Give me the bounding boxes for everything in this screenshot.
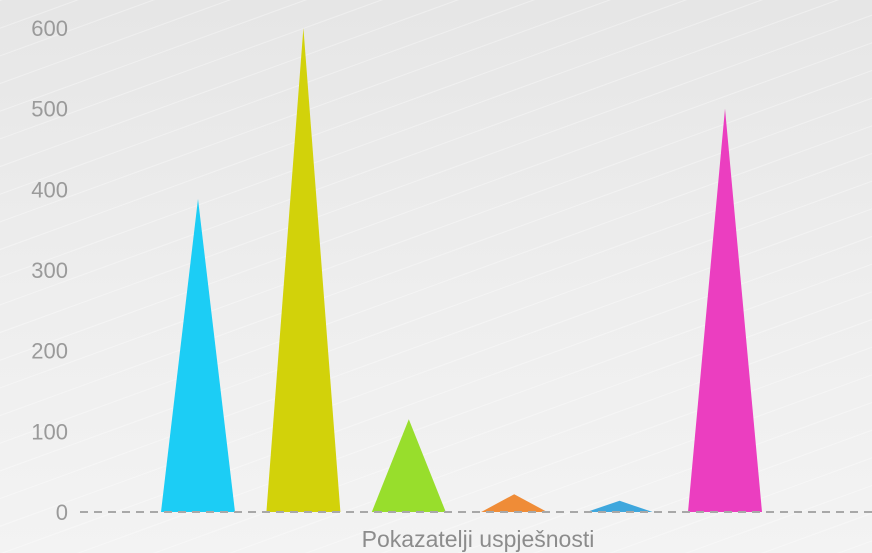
bar[interactable]: [161, 199, 235, 512]
y-tick-label: 300: [31, 258, 68, 283]
bars: [161, 28, 762, 513]
bar[interactable]: [481, 494, 548, 512]
bar[interactable]: [266, 28, 341, 512]
y-tick-label: 400: [31, 177, 68, 202]
y-tick-label: 500: [31, 97, 68, 122]
y-tick-label: 200: [31, 339, 68, 364]
y-tick-label: 0: [56, 500, 68, 525]
bar[interactable]: [371, 419, 446, 512]
bar[interactable]: [586, 500, 653, 512]
bar[interactable]: [688, 108, 762, 513]
x-axis-label: Pokazatelji uspješnosti: [362, 526, 595, 552]
y-tick-label: 100: [31, 419, 68, 444]
y-axis: 0 100 200 300 400 500 600: [31, 16, 68, 525]
y-tick-label: 600: [31, 16, 68, 41]
